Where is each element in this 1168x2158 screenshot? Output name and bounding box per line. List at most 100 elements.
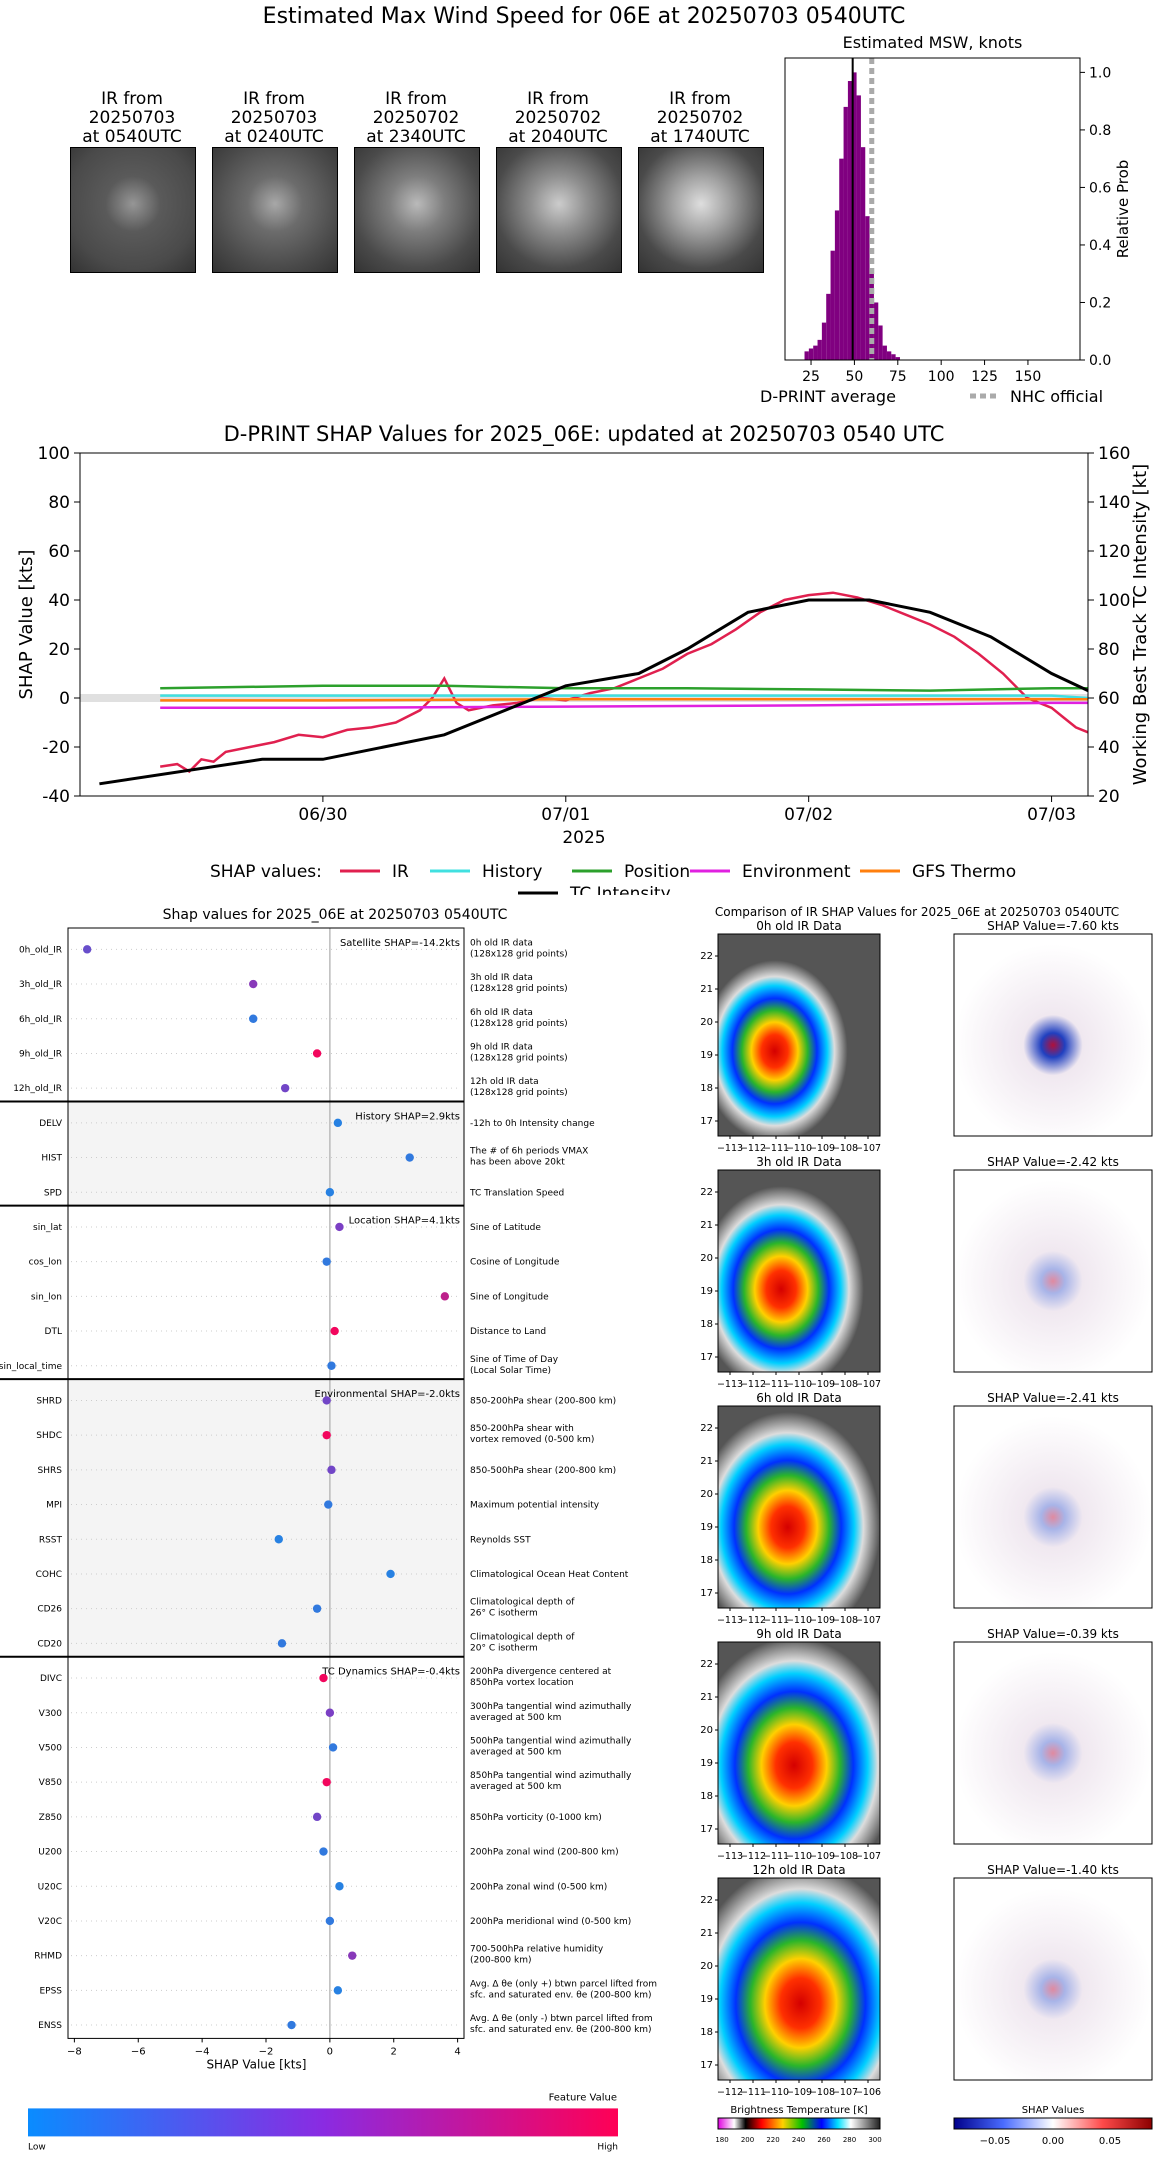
ir-x-tick-label: −111 [763,1851,789,1862]
ir-x-tick-label: −111 [763,1143,789,1154]
feature-colorbar-title: Feature Value [549,2092,617,2103]
feature-point [312,1812,322,1822]
shap-panel-image [953,1169,1153,1373]
ir-x-tick-label: −109 [809,1143,835,1154]
ir-compare-title: Comparison of IR SHAP Values for 2025_06… [715,905,1119,919]
feature-point [322,1257,331,1266]
feature-description: Distance to Land [470,1327,546,1337]
bt-colorbar-tick: 240 [792,2136,805,2144]
feature-point [274,1535,283,1544]
feature-name: MPI [46,1501,62,1511]
feature-description: 200hPa meridional wind (0-500 km) [470,1917,631,1927]
ir-y-tick-label: 22 [700,1895,713,1906]
group-shading [68,1379,464,1657]
ir-y-tick-label: 20 [700,1725,713,1736]
shap-colorbar-tick: 0.00 [1042,2136,1064,2147]
shap-panel-title: SHAP Value=-2.41 kts [987,1391,1119,1405]
ir-y-tick-label: 22 [700,1423,713,1434]
shap-panel-title: SHAP Value=-1.40 kts [987,1863,1119,1877]
msw-bar [847,81,853,360]
msw-y-tick-label: 1.0 [1089,65,1111,81]
ir-thumbnail-label: IR from 20250703 at 0540UTC [82,89,182,147]
feature-name: SPD [44,1188,62,1198]
msw-bar [852,72,857,360]
legend-history-label: History [482,862,542,882]
feature-name: SHDC [36,1431,62,1441]
ir-y-tick-label: 22 [700,951,713,962]
msw-x-tick-label: 125 [971,369,998,385]
ts-y-tick-label: -20 [42,738,70,758]
feature-point [324,1500,333,1509]
feature-description: 850-200hPa shear with vortex removed (0-5… [470,1424,594,1445]
ir-thumbnail-image [354,147,480,273]
legend-gfs_thermo-label: GFS Thermo [912,862,1016,882]
msw-bar [826,293,831,360]
ts-y2-tick-label: 100 [1098,591,1130,611]
shap-panel-title: SHAP Value=-7.60 kts [987,919,1119,933]
ir-thumbnail-image [212,147,338,273]
ir-x-tick-label: −113 [717,1379,743,1390]
ir-y-tick-label: 17 [700,2060,713,2071]
ir-y-tick-label: 17 [700,1352,713,1363]
shap-panel-title: SHAP Value=-2.42 kts [987,1155,1119,1169]
shap-panel-title: SHAP Value=-0.39 kts [987,1627,1119,1641]
feature-description: 200hPa divergence centered at 850hPa vort… [470,1667,612,1688]
feature-description: 200hPa zonal wind (0-500 km) [470,1882,607,1892]
ir-thumbnail-label: IR from 20250702 at 2340UTC [366,89,466,147]
ir-panel-title: 0h old IR Data [756,919,842,933]
ir-x-tick-label: −107 [832,2087,858,2098]
ts-x-tick-label: 07/03 [1027,805,1076,825]
group-label: History SHAP=2.9kts [355,1112,460,1123]
feature-point [330,1326,339,1336]
ir-y-tick-label: 17 [700,1116,713,1127]
ir-panel-image [717,1169,881,1373]
feature-point [325,1708,335,1717]
feature-name: V20C [38,1917,62,1927]
feature-name: CD20 [37,1639,62,1649]
feature-colorbar-low: Low [28,2142,46,2152]
ir-x-tick-label: −108 [832,1851,858,1862]
ir-x-tick-label: −107 [855,1379,881,1390]
feature-point [333,1118,343,1128]
feature-description: 850hPa vorticity (0-1000 km) [470,1813,602,1823]
msw-bar [882,345,887,360]
feature-point [319,1847,328,1856]
ir-panel-title: 3h old IR Data [756,1155,842,1169]
ts-y2-axis-label: Working Best Track TC Intensity [kt] [1130,464,1151,785]
feature-description: 6h old IR data (128x128 grid points) [470,1008,568,1029]
feature-name: 9h_old_IR [19,1049,62,1059]
ir-panel-image [717,1405,881,1609]
feature-description: -12h to 0h Intensity change [470,1119,595,1129]
feature-name: SHRD [36,1396,62,1406]
bt-colorbar-tick: 180 [715,2136,728,2144]
ir-y-tick-label: 20 [700,1961,713,1972]
feature-name: DIVC [40,1674,62,1684]
ir-x-tick-label: −107 [855,1615,881,1626]
msw-histogram-chart: Estimated MSW, knots 25 50 75 100 125 150 0.0 0.… [760,33,1132,406]
msw-bar [891,354,896,360]
feature-description: Sine of Time of Day (Local Solar Time) [470,1355,559,1376]
ir-x-tick-label: −113 [717,1615,743,1626]
feature-description: 700-500hPa relative humidity (200-800 km) [470,1945,604,1966]
feature-point [322,1430,331,1440]
feature-description: 200hPa zonal wind (200-800 km) [470,1848,619,1858]
msw-y-tick-label: 0.0 [1089,353,1111,369]
ts-y-axis-label: SHAP Value [kts] [16,550,37,700]
series-tc_intensity-line [99,598,1089,786]
feature-name: sin_lat [33,1223,62,1233]
ir-x-tick-label: −110 [786,1851,812,1862]
series-position-line [160,684,1088,692]
ir-x-tick-label: −109 [809,1615,835,1626]
msw-y-tick-label: 0.8 [1089,123,1111,139]
group-label: Location SHAP=4.1kts [349,1216,460,1227]
shap-panel-image [953,933,1153,1137]
msw-bar [834,210,840,360]
ir-x-tick-label: −113 [717,1143,743,1154]
feature-point [312,1049,322,1058]
bt-colorbar-title: Brightness Temperature [K] [730,2105,867,2116]
feature-description: TC Translation Speed [469,1188,564,1198]
feature-name: CD26 [37,1605,62,1615]
feature-description: 12h old IR data (128x128 grid points) [470,1077,568,1098]
ts-y-tick-label: 20 [48,640,70,660]
msw-y-tick-label: 0.4 [1089,238,1111,254]
